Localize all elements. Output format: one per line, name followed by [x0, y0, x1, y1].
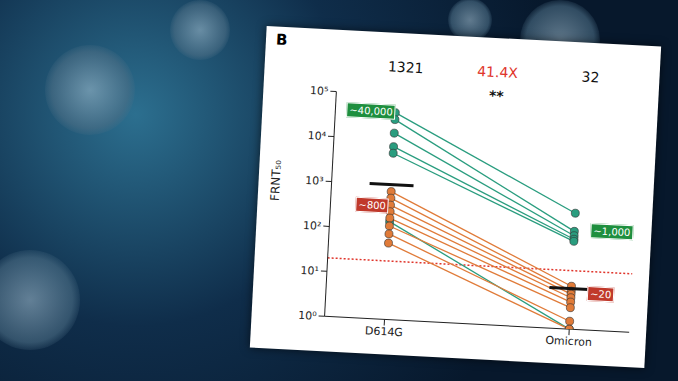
svg-text:FRNT₅₀: FRNT₅₀	[268, 159, 284, 201]
html-text:41.4X: 41.4X	[476, 63, 519, 82]
html-text:32: 32	[581, 68, 600, 86]
svg-text:10⁴: 10⁴	[307, 129, 327, 143]
html-text:~1,000: ~1,000	[593, 225, 631, 239]
html-text:B: B	[275, 30, 288, 49]
html-text:~40,000: ~40,000	[349, 104, 393, 118]
svg-text:Omicron: Omicron	[545, 334, 592, 349]
svg-text:10⁰: 10⁰	[298, 309, 318, 323]
html-text:~800: ~800	[358, 198, 387, 212]
svg-text:10⁵: 10⁵	[310, 84, 329, 98]
svg-text:10¹: 10¹	[300, 264, 319, 278]
svg-text:10²: 10²	[303, 219, 322, 233]
html-text:~20: ~20	[589, 288, 612, 301]
svg-text:D614G: D614G	[365, 324, 404, 339]
html-text:1321: 1321	[387, 58, 424, 77]
svg-text:10³: 10³	[305, 174, 324, 188]
